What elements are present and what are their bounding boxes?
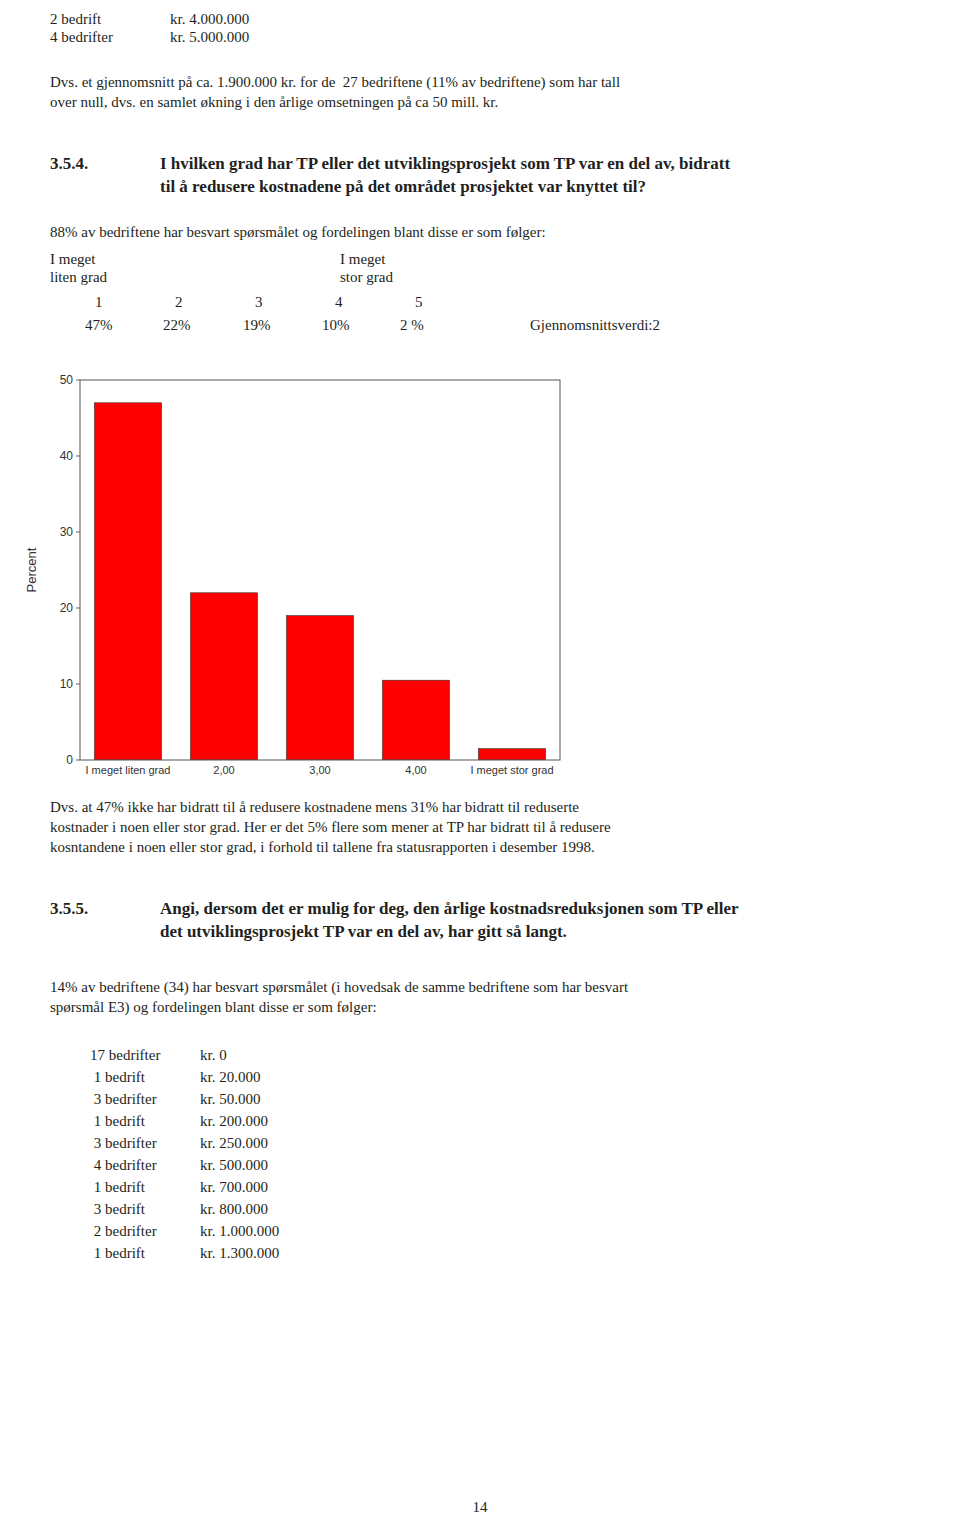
section-heading: I hvilken grad har TP eller det utviklin… [160,154,730,173]
list-amount: kr. 1.000.000 [200,1223,279,1239]
scale-number: 2 [175,294,183,310]
body-text: kostnader i noen eller stor grad. Her er… [50,819,611,835]
list-amount: kr. 800.000 [200,1201,268,1217]
x-tick-label: I meget stor grad [470,764,553,776]
scale-number: 5 [415,294,423,310]
list-amount: kr. 500.000 [200,1157,268,1173]
y-tick-label: 10 [60,677,74,691]
scale-percent: 2 % [400,317,424,333]
section-number: 3.5.4. [50,154,88,173]
bar [190,593,257,760]
list-count: 1 bedrift [90,1069,146,1085]
bars [94,403,545,760]
body-text: spørsmål E3) og fordelingen blant disse … [50,999,377,1016]
page-number: 14 [473,1499,489,1515]
list-amount: kr. 200.000 [200,1113,268,1129]
body-text: kosntandene i noen eller stor grad, i fo… [50,839,595,855]
list-amount: kr. 0 [200,1047,227,1063]
bar [382,680,449,760]
y-tick-label: 30 [60,525,74,539]
body-text: Dvs. et gjennomsnitt på ca. 1.900.000 kr… [50,74,620,91]
average-value: Gjennomsnittsverdi:2 [530,317,660,333]
y-tick [76,608,80,609]
list-amount: kr. 4.000.000 [170,11,249,27]
list-count: 1 bedrift [90,1245,146,1261]
scale-number: 4 [335,294,343,310]
y-tick-label: 50 [60,373,74,387]
list-count: 4 bedrifter [50,29,113,45]
list-amount: kr. 50.000 [200,1091,260,1107]
y-tick-label: 40 [60,449,74,463]
scale-label: liten grad [50,269,108,285]
scale-percent: 47% [85,317,113,333]
page: 2 bedrift kr. 4.000.000 4 bedrifter kr. 5.0… [0,0,960,1527]
list-count: 2 bedrift [50,11,102,27]
body-text: 88% av bedriftene har besvart spørsmålet… [50,224,546,240]
list-count: 1 bedrift [90,1179,146,1195]
list-amount: kr. 5.000.000 [170,29,249,45]
list-amount: kr. 1.300.000 [200,1245,279,1261]
y-tick [76,684,80,685]
list-amount: kr. 20.000 [200,1069,260,1085]
section-heading: til å redusere kostnadene på det området… [160,177,646,196]
list-count: 2 bedrifter [90,1223,157,1239]
y-tick [76,380,80,381]
y-tick [76,760,80,761]
list-count: 3 bedrifter [90,1091,157,1107]
list-amount: kr. 700.000 [200,1179,268,1195]
x-tick-label: 2,00 [213,764,234,776]
scale-label: I meget [50,251,96,267]
body-text: Dvs. at 47% ikke har bidratt til å redus… [50,799,579,815]
bar [286,616,353,760]
x-tick-label: 4,00 [405,764,426,776]
scale-label: I meget [340,251,386,267]
page-background [0,0,960,1527]
plot-frame [80,380,560,760]
x-tick-label: I meget liten grad [86,764,171,776]
section-heading: Angi, dersom det er mulig for deg, den å… [160,899,739,918]
list-amount: kr. 250.000 [200,1135,268,1151]
scale-percent: 22% [163,317,191,333]
x-tick-label: 3,00 [309,764,330,776]
section-number: 3.5.5. [50,899,88,918]
list-count: 4 bedrifter [90,1157,157,1173]
list-count: 17 bedrifter [90,1047,160,1063]
y-tick [76,532,80,533]
list-count: 3 bedrift [90,1201,146,1217]
body-text: over null, dvs. en samlet økning i den å… [50,94,498,110]
y-tick [76,456,80,457]
scale-number: 3 [255,294,263,310]
list-count: 3 bedrifter [90,1135,157,1151]
body-text: 14% av bedriftene (34) har besvart spørs… [50,979,629,996]
scale-percent: 19% [243,317,271,333]
bar-chart: 0 10 20 30 40 50 I meget liten grad 2,00 3,00 4,0… [24,373,560,776]
bar [94,403,161,760]
list-count: 1 bedrift [90,1113,146,1129]
scale-label: stor grad [340,269,393,285]
section-heading: det utviklingsprosjekt TP var en del av,… [160,922,567,941]
y-tick-label: 0 [66,753,73,767]
y-tick-label: 20 [60,601,74,615]
bar [478,749,545,760]
scale-percent: 10% [322,317,350,333]
y-axis-label: Percent [24,547,39,592]
scale-number: 1 [95,294,103,310]
